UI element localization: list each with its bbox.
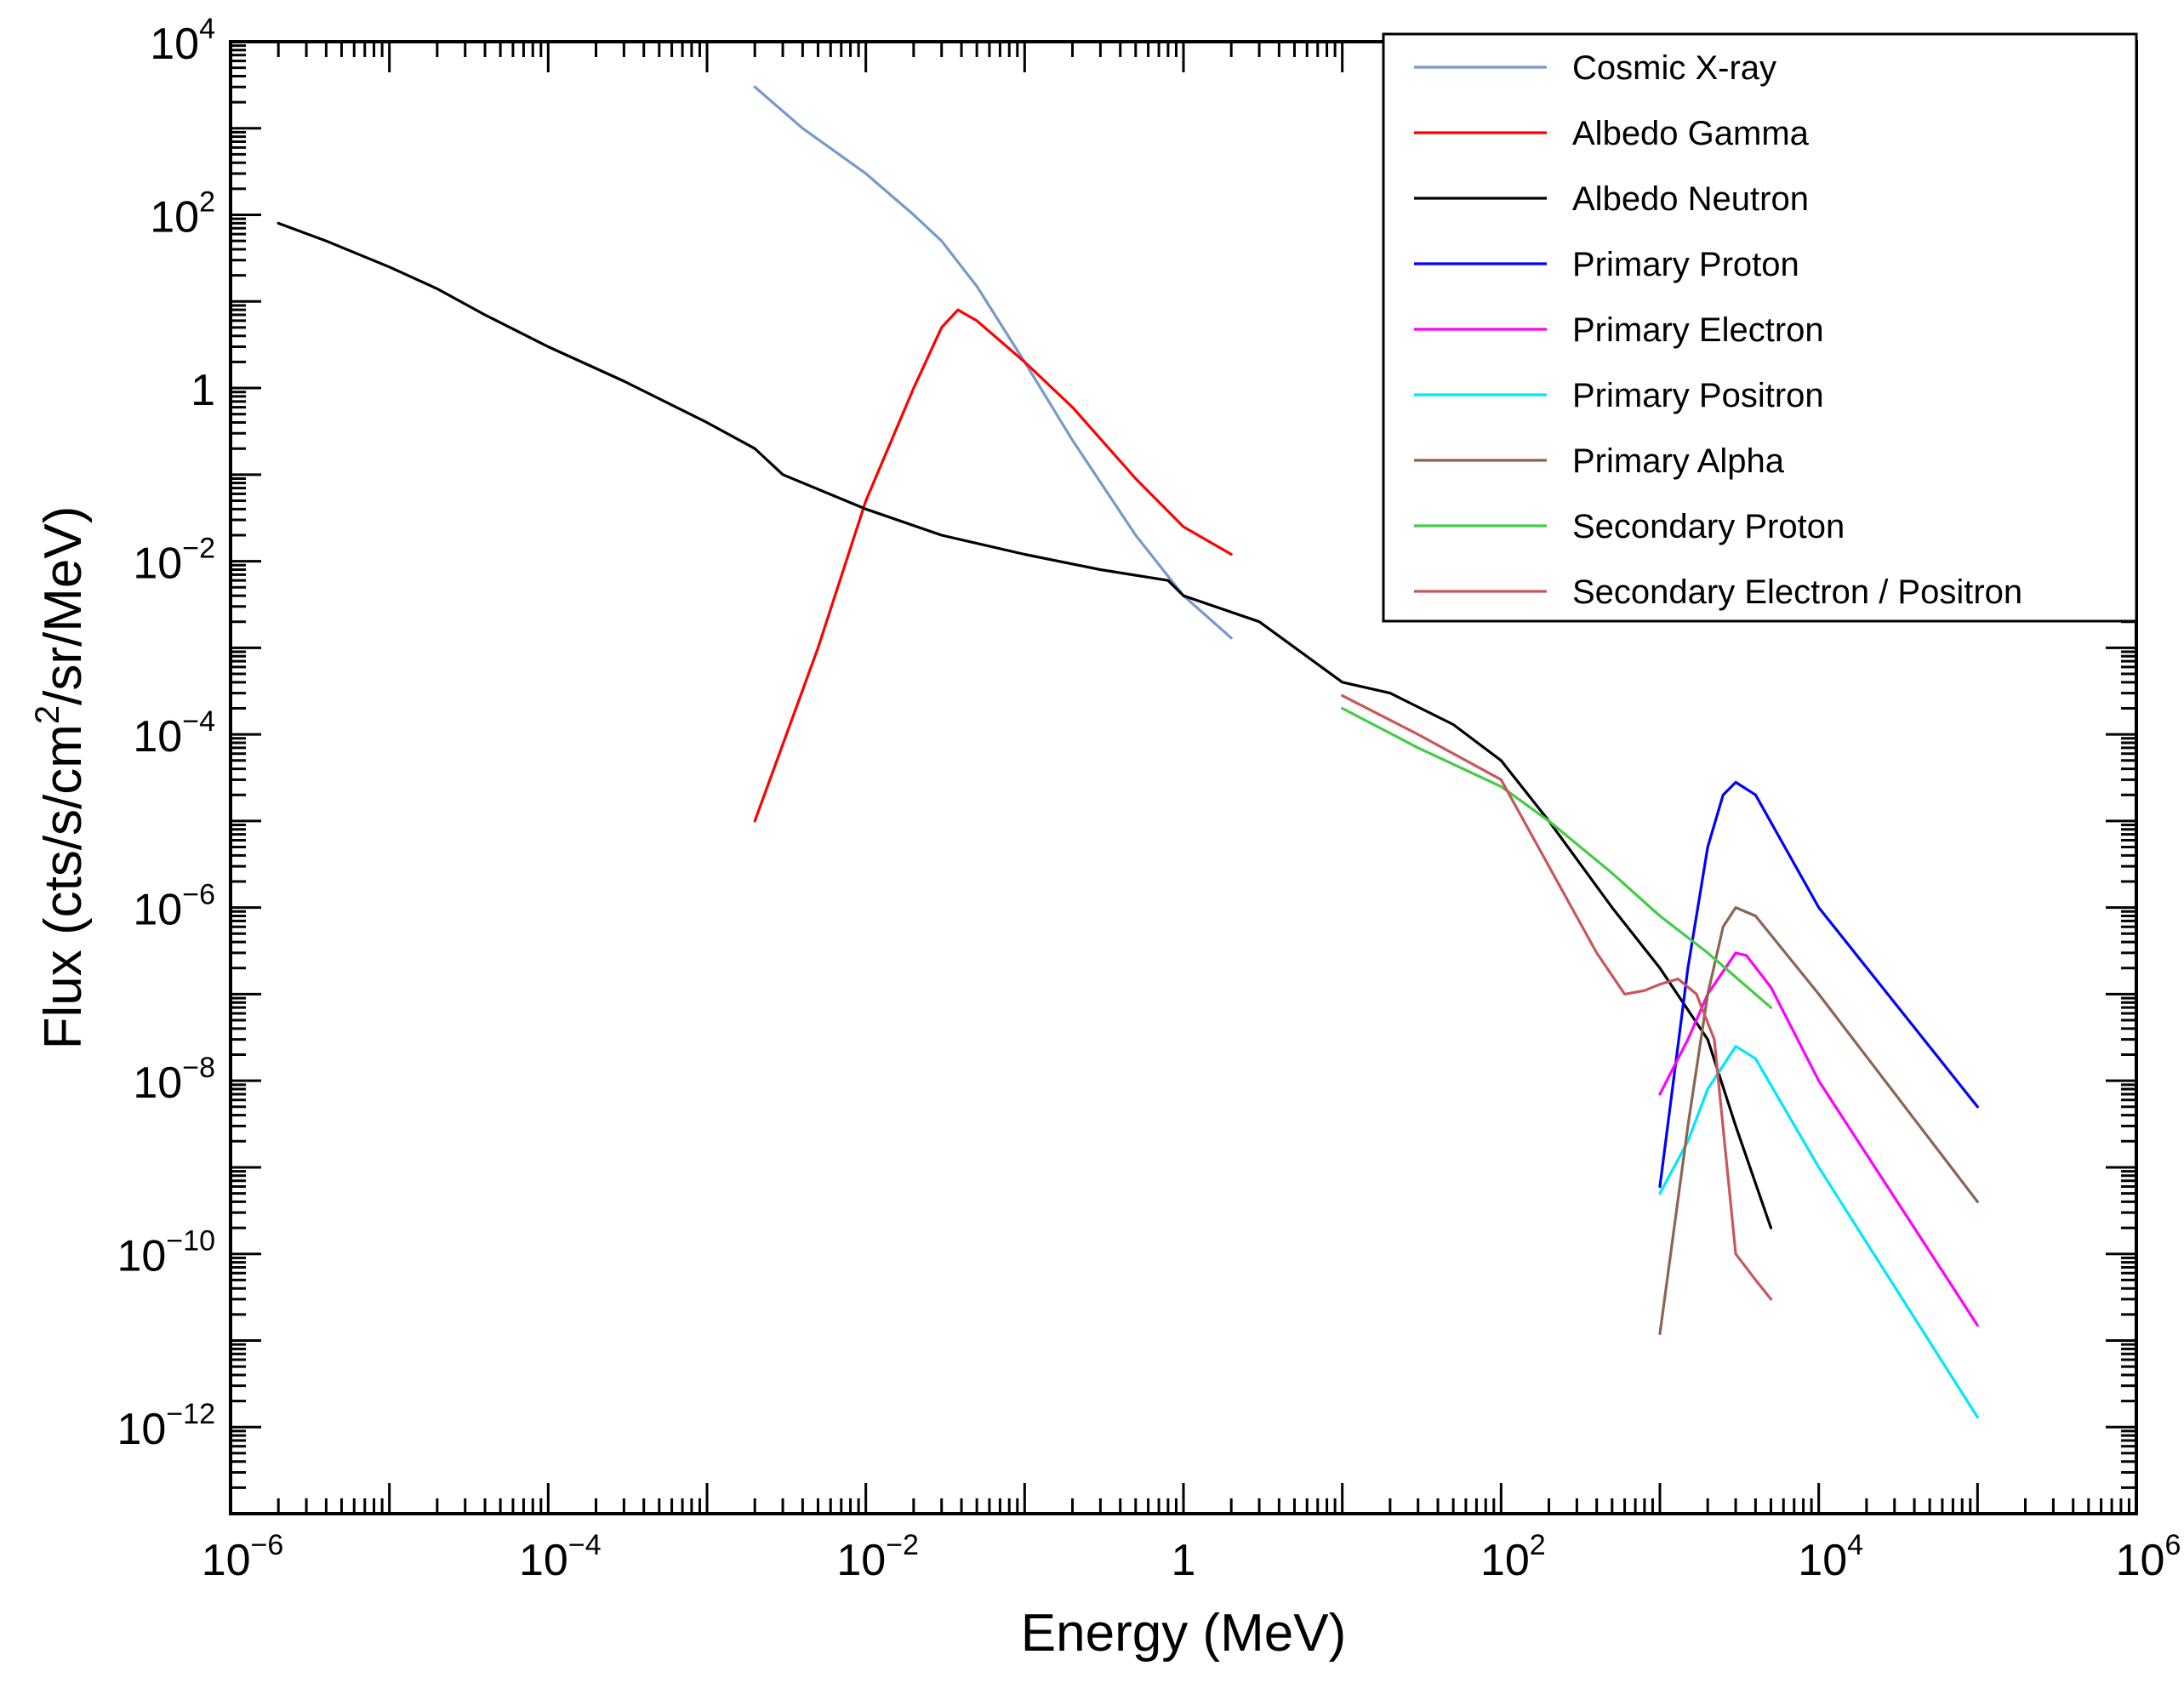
- series-line-2: [277, 221, 1773, 1229]
- y-tick-label: 10−2: [133, 533, 215, 589]
- y-tick-label: 10−6: [133, 879, 215, 935]
- y-tick-label: 1: [191, 366, 215, 415]
- x-tick-label-exponent: −4: [568, 1529, 602, 1561]
- legend-label-5: Primary Positron: [1572, 377, 1824, 414]
- legend: Cosmic X-ray Albedo Gamma Albedo Neutron Pr…: [1382, 32, 2138, 623]
- series-line-5: [1658, 1045, 1979, 1419]
- legend-label-4: Primary Electron: [1572, 311, 1824, 349]
- series-line-6: [1658, 906, 1979, 1335]
- x-tick-label: 1: [1172, 1536, 1196, 1585]
- x-axis-title: Energy (MeV): [1021, 1604, 1346, 1663]
- x-tick-label: 104: [1798, 1529, 1863, 1585]
- y-tick-label-base: 10: [117, 1232, 166, 1281]
- y-tick-label: 10−8: [133, 1052, 215, 1108]
- y-axis-title-main: Flux (cts/s/cm: [34, 724, 93, 1049]
- y-tick-label-base: 10: [133, 539, 182, 589]
- y-tick-label-exponent: −6: [182, 879, 215, 911]
- x-tick-label: 10−2: [836, 1529, 919, 1585]
- x-tick-label-exponent: −2: [886, 1529, 919, 1561]
- x-tick-label-exponent: 2: [1530, 1529, 1546, 1561]
- y-tick-label: 104: [150, 13, 215, 69]
- legend-label-0: Cosmic X-ray: [1572, 49, 1776, 87]
- y-tick-label-exponent: 2: [199, 186, 215, 219]
- y-tick-label-exponent: 4: [199, 13, 215, 45]
- legend-label-1: Albedo Gamma: [1572, 115, 1810, 152]
- y-tick-label: 102: [150, 186, 215, 242]
- x-tick-label-base: 10: [519, 1536, 568, 1585]
- y-tick-label-exponent: −8: [182, 1052, 215, 1084]
- legend-label-6: Primary Alpha: [1572, 442, 1785, 480]
- y-tick-label-exponent: −10: [166, 1225, 215, 1258]
- legend-label-3: Primary Proton: [1572, 246, 1799, 283]
- y-axis-title-units: /sr/MeV): [34, 506, 93, 705]
- x-tick-label-base: 10: [1480, 1536, 1530, 1585]
- y-tick-label-exponent: −12: [166, 1398, 215, 1430]
- y-axis-title: Flux (cts/s/cm2/sr/MeV): [29, 506, 93, 1050]
- plot-area-frame: [229, 40, 2138, 1515]
- legend-label-7: Secondary Proton: [1572, 508, 1845, 545]
- x-tick-label-exponent: 4: [1847, 1529, 1863, 1561]
- legend-label-8: Secondary Electron / Positron: [1572, 573, 2022, 611]
- y-axis-title-superscript: 2: [29, 705, 66, 724]
- x-tick-label-base: 10: [202, 1536, 251, 1585]
- y-tick-label-exponent: −4: [182, 705, 215, 738]
- legend-items: Cosmic X-ray Albedo Gamma Albedo Neutron Pr…: [1414, 49, 2022, 611]
- series-line-0: [753, 85, 1233, 640]
- y-tick-label-base: 10: [117, 1405, 166, 1454]
- y-tick-label-base: 10: [150, 20, 199, 69]
- x-tick-label-base: 10: [2116, 1536, 2165, 1585]
- series-line-7: [1341, 706, 1773, 1009]
- series-line-4: [1658, 951, 1979, 1327]
- y-tick-label: 10−10: [117, 1225, 215, 1281]
- y-tick-label-base: 10: [133, 712, 182, 762]
- y-tick-label-base: 10: [150, 193, 199, 242]
- y-tick-label-base: 1: [191, 366, 215, 415]
- x-tick-label: 106: [2116, 1529, 2181, 1585]
- x-tick-label-base: 10: [1798, 1536, 1847, 1585]
- legend-label-2: Albedo Neutron: [1572, 180, 1809, 218]
- y-tick-label-exponent: −2: [182, 533, 215, 565]
- y-tick-label: 10−4: [133, 705, 215, 762]
- x-tick-label: 102: [1480, 1529, 1546, 1585]
- x-tick-label: 10−4: [519, 1529, 602, 1585]
- series-line-8: [1341, 694, 1773, 1301]
- x-tick-label-exponent: −6: [251, 1529, 284, 1561]
- y-tick-label-base: 10: [133, 886, 182, 935]
- x-tick-label-base: 1: [1172, 1536, 1196, 1585]
- y-tick-label: 10−12: [117, 1398, 215, 1454]
- x-tick-label: 10−6: [202, 1529, 284, 1585]
- x-tick-label-base: 10: [836, 1536, 886, 1585]
- x-tick-label-exponent: 6: [2164, 1529, 2181, 1561]
- series-line-3: [1658, 780, 1979, 1189]
- series-layer: [277, 85, 1979, 1419]
- series-line-1: [753, 308, 1233, 823]
- y-tick-label-base: 10: [133, 1058, 182, 1108]
- x-tick-labels: 10−6 10−4 10−2 1 102 104 106: [202, 1529, 2181, 1585]
